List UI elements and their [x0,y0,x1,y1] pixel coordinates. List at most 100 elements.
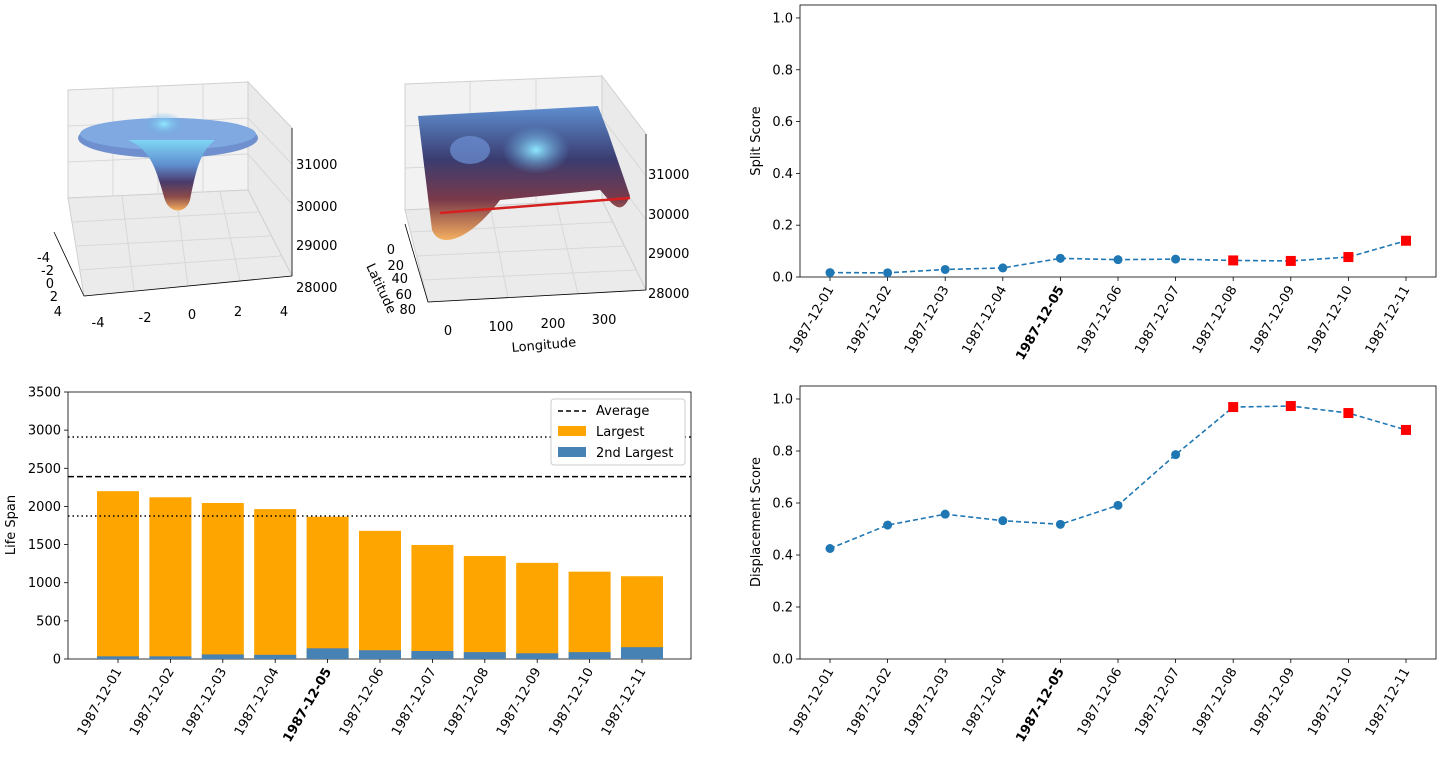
xt-0: 0 [444,324,452,339]
surface-left-ytick-labels: -4 -2 0 2 4 [37,251,62,320]
split-point-1 [883,268,893,278]
disp-xtick-label-0: 1987-12-01 [787,666,838,739]
disp-xtick-label-5: 1987-12-06 [1075,666,1126,739]
split-point-0 [825,268,835,278]
disp-point-0 [825,544,835,553]
disp-point-4 [1055,519,1065,529]
split-ytick-label-3: 0.6 [772,115,793,130]
life-ytick-label-1: 500 [36,614,61,629]
life-bar-second-4 [306,648,349,659]
split-xtick-label-9: 1987-12-10 [1305,284,1356,357]
disp-xtick-label-2: 1987-12-03 [902,665,953,738]
split-point-10 [1401,235,1411,246]
life-xtick-label-7: 1987-12-08 [441,666,492,739]
split-xtick-label-8: 1987-12-09 [1247,284,1298,357]
xt-4: 4 [280,305,288,320]
disp-point-8 [1285,401,1296,412]
disp-point-1 [883,520,893,530]
surface-peak [144,112,184,136]
life-bar-largest-6 [411,544,454,659]
disp-ytick-label-3: 0.6 [772,497,793,512]
disp-xtick-label-9: 1987-12-10 [1305,666,1356,739]
legend-largest-label: Largest [596,425,644,440]
split-ytick-label-1: 0.2 [772,219,793,234]
split-ytick-label-0: 0.0 [772,271,793,286]
disp-yticks: 0.0 0.2 0.4 0.6 0.8 1.0 [772,393,800,668]
yt-2: 40 [391,272,408,287]
yt-4: 80 [399,303,416,318]
disp-xtick-label-7: 1987-12-08 [1190,666,1241,739]
life-span-plot: Life Span 0 500 1000 1500 2000 2500 3000 3500 1… [4,386,692,745]
disp-point-10 [1401,424,1411,435]
disp-xtick-label-10: 1987-12-11 [1363,666,1414,739]
life-bar-second-6 [411,650,454,659]
yt-0: 0 [387,243,395,258]
surface-peak-2 [450,136,490,164]
disp-marks [825,401,1411,553]
xt-0: -4 [92,316,105,331]
disp-ytick-label-4: 0.8 [772,445,793,460]
xt-3: 300 [592,313,617,328]
disp-point-9 [1343,408,1354,419]
disp-xtick-label-1: 1987-12-02 [844,666,895,739]
disp-xtick-label-3: 1987-12-04 [959,666,1010,739]
surface-right-ytick-labels: 0 20 40 60 80 [387,243,416,318]
zt-3: 31000 [296,158,337,173]
life-xtick-label-8: 1987-12-09 [494,666,545,739]
disp-ytick-label-2: 0.4 [772,549,793,564]
life-bar-largest-7 [463,556,506,659]
life-xticks: 1987-12-01 1987-12-02 1987-12-03 1987-12-04… [75,659,650,745]
split-xtick-label-1: 1987-12-02 [844,284,895,357]
split-point-6 [1171,254,1181,264]
displacement-score-plot: Displacement Score 0.0 0.2 0.4 0.6 0.8 1.0 19… [749,385,1437,745]
track-line [439,196,631,215]
zt-2: 30000 [296,200,337,215]
split-point-7 [1228,255,1239,266]
zt-1: 29000 [648,247,689,262]
split-xtick-label-10: 1987-12-11 [1363,284,1414,357]
life-bar-second-0 [97,656,139,659]
life-yticks: 0 500 1000 1500 2000 2500 3000 3500 [28,386,68,668]
life-bar-largest-3 [254,509,297,659]
legend-2nd-label: 2nd Largest [596,446,673,461]
life-bar-largest-9 [568,571,611,659]
axes-frame [799,385,1437,660]
xt-1: -2 [139,311,152,326]
yt-0: -4 [37,251,50,266]
life-ytick-label-7: 3500 [28,386,61,401]
life-bars [97,491,663,659]
disp-ylabel: Displacement Score [749,457,764,587]
life-bar-second-5 [359,650,401,659]
life-bar-second-7 [463,652,506,659]
zt-0: 28000 [648,287,689,302]
life-bar-second-9 [568,652,611,659]
split-yticks: 0.0 0.2 0.4 0.6 0.8 1.0 [772,11,800,286]
zt-0: 28000 [296,281,337,296]
disp-series-line [829,405,1407,550]
split-point-8 [1285,255,1296,266]
split-xtick-label-3: 1987-12-04 [959,284,1010,357]
life-bar-largest-10 [621,576,663,659]
surface-left-ztick-labels: 28000 29000 30000 31000 [296,158,337,296]
yt-3: 2 [50,290,58,305]
zt-1: 29000 [296,239,337,254]
split-xtick-label-6: 1987-12-07 [1132,284,1183,357]
life-ytick-label-4: 2000 [28,500,61,515]
life-bar-largest-5 [359,530,401,659]
split-ytick-label-4: 0.8 [772,63,793,78]
life-bar-second-8 [516,653,559,659]
life-bar-largest-0 [97,491,139,659]
life-ytick-label-2: 1000 [28,576,61,591]
life-bar-second-3 [254,654,297,659]
life-xtick-label-5: 1987-12-06 [337,666,388,739]
disp-xtick-label-8: 1987-12-09 [1247,666,1298,739]
zt-3: 31000 [648,168,689,183]
disp-xticks: 1987-12-01 1987-12-02 1987-12-03 1987-12-04… [787,659,1414,745]
surface-peak [502,126,570,174]
surface-left-xtick-labels: -4 -2 0 2 4 [92,305,289,331]
life-xtick-label-10: 1987-12-11 [599,666,650,739]
life-xtick-label-0: 1987-12-01 [75,666,126,739]
xlabel-longitude: Longitude [511,335,577,356]
split-point-5 [1113,255,1123,265]
